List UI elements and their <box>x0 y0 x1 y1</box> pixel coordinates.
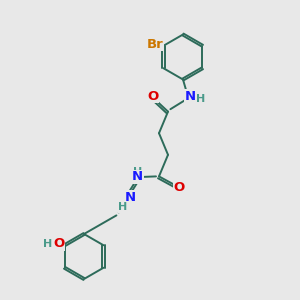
Text: O: O <box>53 237 65 250</box>
Text: H: H <box>44 239 52 249</box>
Text: N: N <box>124 191 136 204</box>
Text: O: O <box>147 89 159 103</box>
Text: H: H <box>118 202 127 212</box>
Text: H: H <box>196 94 206 104</box>
Text: N: N <box>185 89 196 103</box>
Text: H: H <box>133 167 142 178</box>
Text: Br: Br <box>147 38 164 51</box>
Text: N: N <box>132 170 143 184</box>
Text: O: O <box>173 181 185 194</box>
